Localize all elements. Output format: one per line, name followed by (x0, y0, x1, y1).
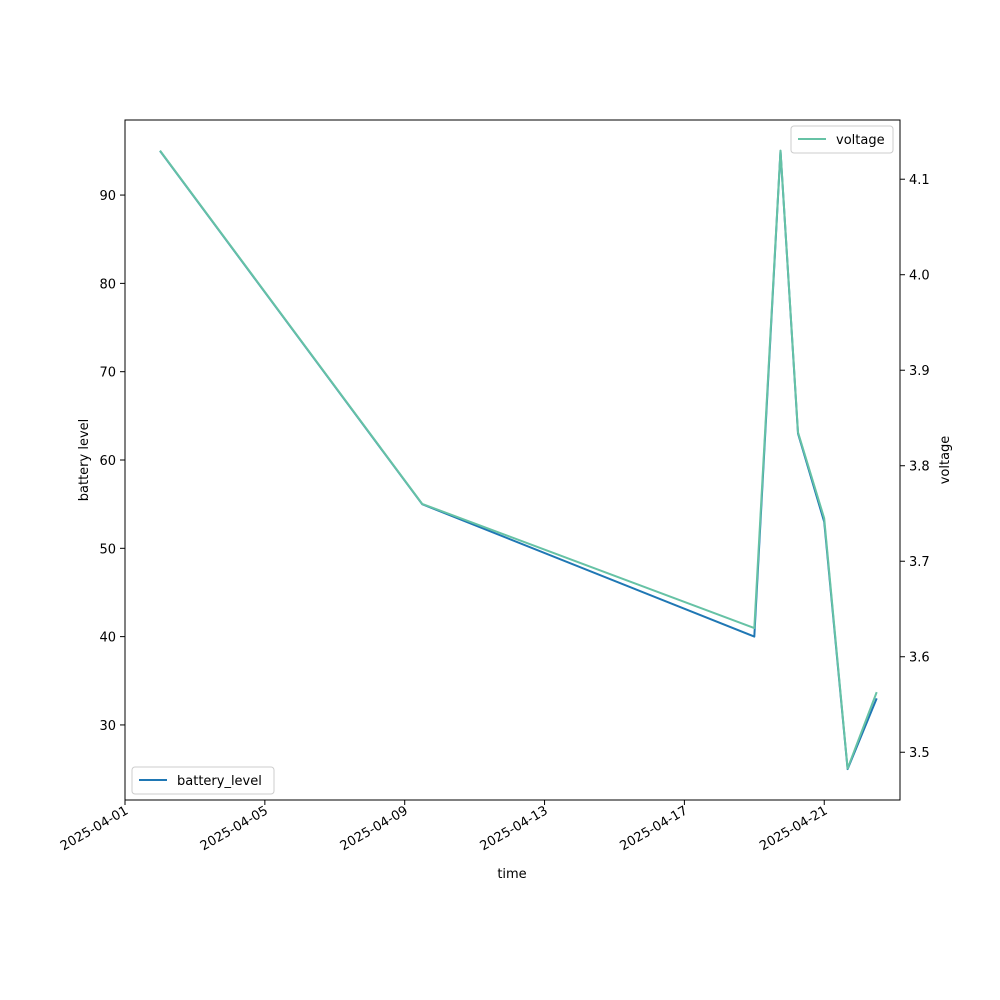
y2-tick-label: 3.6 (909, 651, 930, 666)
x-tick-label: 2025-04-01 (58, 803, 131, 854)
legend-box (131, 766, 275, 795)
x-tick-label: 2025-04-09 (338, 803, 411, 854)
y2-tick-label: 3.8 (909, 460, 930, 475)
y-tick-label: 90 (99, 189, 116, 204)
y-axis-right: 3.5 3.6 3.7 3.8 3.9 4.0 4.1 (900, 173, 930, 761)
y-tick-label: 50 (99, 542, 116, 557)
y2-tick-label: 4.0 (909, 269, 930, 284)
legend-box (790, 125, 894, 154)
x-tick-label: 2025-04-17 (617, 803, 690, 854)
x-tick-label: 2025-04-05 (198, 803, 271, 854)
x-axis: 2025-04-01 2025-04-05 2025-04-09 2025-04-13… (58, 800, 830, 854)
legend-label-voltage: voltage (836, 133, 885, 148)
legend-label-battery-level: battery_level (177, 774, 262, 789)
y2-tick-label: 3.5 (909, 746, 930, 761)
y-tick-label: 60 (99, 454, 116, 469)
legend-voltage: voltage (790, 125, 894, 154)
series-line-battery-level (159, 149, 878, 771)
y2-tick-label: 3.9 (909, 364, 930, 379)
y2-tick-label: 4.1 (909, 173, 930, 188)
plot-frame (124, 119, 901, 801)
x-tick-label: 2025-04-13 (478, 803, 551, 854)
y-axis-label: battery level (77, 419, 92, 502)
y2-tick-label: 3.7 (909, 555, 930, 570)
y-tick-label: 30 (99, 719, 116, 734)
y2-axis-label: voltage (938, 436, 953, 485)
series-layer (159, 149, 878, 771)
legend-battery-level: battery_level (131, 766, 275, 795)
x-axis-label: time (497, 867, 526, 882)
series-line-voltage (159, 149, 878, 770)
y-axis-left: 30 40 50 60 70 80 90 (99, 189, 125, 734)
y-tick-label: 80 (99, 277, 116, 292)
y-tick-label: 70 (99, 366, 116, 381)
x-tick-label: 2025-04-21 (757, 803, 830, 854)
y-tick-label: 40 (99, 631, 116, 646)
